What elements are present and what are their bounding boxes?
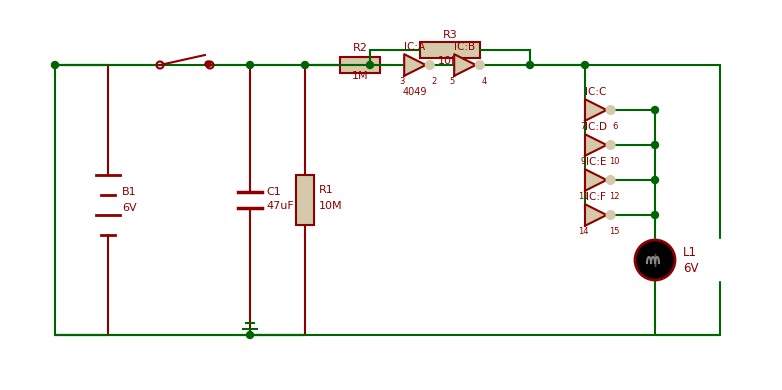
Text: IC:C: IC:C xyxy=(585,87,607,98)
Text: 6V: 6V xyxy=(122,203,137,213)
Circle shape xyxy=(475,61,484,69)
Text: R1: R1 xyxy=(319,185,334,195)
Text: IC:A: IC:A xyxy=(404,43,425,52)
Circle shape xyxy=(607,211,615,219)
Text: 9: 9 xyxy=(580,157,586,166)
Text: 6: 6 xyxy=(612,122,617,131)
Text: IC:D: IC:D xyxy=(585,122,607,132)
Circle shape xyxy=(426,61,434,69)
Circle shape xyxy=(651,211,658,218)
Circle shape xyxy=(526,62,533,69)
Text: 2: 2 xyxy=(431,77,436,86)
Text: 1M: 1M xyxy=(352,71,368,81)
Polygon shape xyxy=(454,54,475,76)
FancyBboxPatch shape xyxy=(340,57,380,73)
Text: 7: 7 xyxy=(580,122,586,131)
Circle shape xyxy=(607,106,615,114)
Circle shape xyxy=(205,61,211,67)
Circle shape xyxy=(607,141,615,149)
Text: IC:F: IC:F xyxy=(586,192,606,202)
Circle shape xyxy=(302,62,309,69)
Circle shape xyxy=(367,62,374,69)
Polygon shape xyxy=(585,134,607,156)
Text: 3: 3 xyxy=(400,77,405,86)
Polygon shape xyxy=(585,99,607,121)
Text: B1: B1 xyxy=(122,187,137,197)
Text: 10: 10 xyxy=(609,157,620,166)
Circle shape xyxy=(651,106,658,113)
FancyBboxPatch shape xyxy=(420,42,480,58)
Circle shape xyxy=(246,62,253,69)
Text: C1: C1 xyxy=(266,187,281,197)
Text: 12: 12 xyxy=(609,192,620,201)
Text: R2: R2 xyxy=(353,43,368,53)
Text: IC:E: IC:E xyxy=(586,158,606,167)
Circle shape xyxy=(246,332,253,339)
Circle shape xyxy=(635,240,675,280)
Text: 10M: 10M xyxy=(438,56,462,66)
Text: 47uF: 47uF xyxy=(266,201,294,211)
Text: R3: R3 xyxy=(443,30,457,40)
Circle shape xyxy=(607,176,615,184)
Text: L1: L1 xyxy=(683,245,697,259)
Circle shape xyxy=(582,62,589,69)
Polygon shape xyxy=(404,54,426,76)
FancyBboxPatch shape xyxy=(296,175,314,225)
Polygon shape xyxy=(585,204,607,226)
Polygon shape xyxy=(585,169,607,191)
Circle shape xyxy=(52,62,59,69)
Text: 4049: 4049 xyxy=(403,87,427,97)
Text: IC:B: IC:B xyxy=(454,43,475,52)
Text: 11: 11 xyxy=(578,192,588,201)
Text: 4: 4 xyxy=(481,77,486,86)
Text: 6V: 6V xyxy=(683,262,698,275)
Circle shape xyxy=(651,142,658,149)
Circle shape xyxy=(651,177,658,184)
Text: 15: 15 xyxy=(609,227,620,236)
Text: 14: 14 xyxy=(578,227,588,236)
Text: 5: 5 xyxy=(450,77,455,86)
Text: 10M: 10M xyxy=(319,201,343,211)
